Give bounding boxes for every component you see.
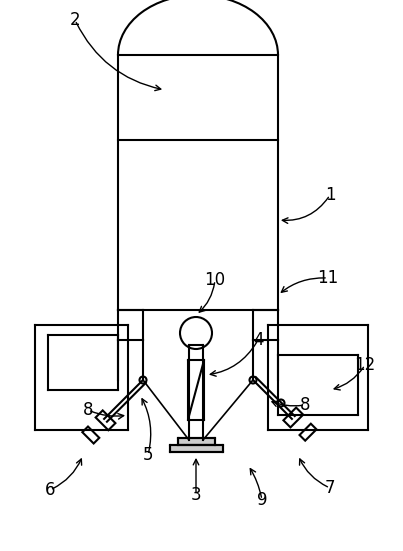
Text: 7: 7: [325, 479, 335, 497]
Text: 3: 3: [191, 486, 202, 504]
Text: 4: 4: [253, 331, 263, 349]
Text: 5: 5: [143, 446, 153, 464]
Text: 10: 10: [204, 271, 226, 289]
Text: 6: 6: [45, 481, 55, 499]
Text: 11: 11: [318, 269, 339, 287]
Bar: [299, 424, 316, 441]
Bar: [82, 426, 99, 444]
Text: 8: 8: [83, 401, 93, 419]
Bar: [96, 410, 115, 430]
Text: 8: 8: [300, 396, 310, 414]
Text: 2: 2: [70, 11, 80, 29]
Text: 1: 1: [325, 186, 335, 204]
Text: 9: 9: [257, 491, 267, 509]
Bar: [283, 408, 303, 428]
Text: 12: 12: [354, 356, 376, 374]
